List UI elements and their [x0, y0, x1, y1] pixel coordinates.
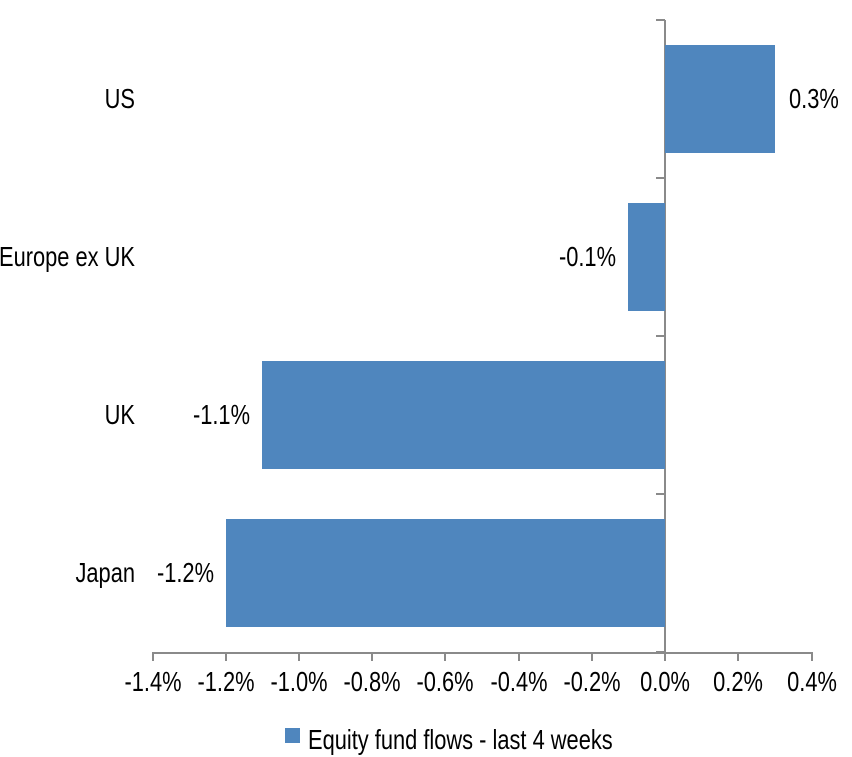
category-label-europe-ex-uk: Europe ex UK	[0, 241, 135, 272]
legend-swatch-icon	[285, 728, 300, 743]
x-tick-label: 0.0%	[640, 666, 690, 697]
category-axis-tick	[656, 19, 665, 21]
category-axis-tick	[656, 493, 665, 495]
data-label-europe-ex-uk: -0.1%	[559, 241, 617, 272]
x-axis-line	[152, 652, 813, 654]
x-axis-tick	[737, 652, 740, 661]
x-axis-tick	[224, 652, 227, 661]
x-tick-label: -0.8%	[343, 666, 401, 697]
x-axis-tick	[590, 652, 593, 661]
data-label-us: 0.3%	[788, 83, 839, 114]
value-axis-line	[664, 20, 666, 652]
category-axis-tick	[656, 335, 665, 337]
data-label-japan: -1.2%	[156, 557, 214, 588]
x-tick-label: -0.6%	[416, 666, 474, 697]
bar-uk	[262, 361, 666, 469]
x-axis-tick	[297, 652, 300, 661]
x-tick-label: 0.2%	[713, 666, 764, 697]
category-label-us: US	[104, 83, 135, 114]
x-axis-tick	[664, 652, 667, 661]
category-axis-tick	[656, 177, 665, 179]
x-tick-label: -0.2%	[563, 666, 621, 697]
bar-us	[665, 45, 775, 153]
x-tick-label: -0.4%	[490, 666, 548, 697]
x-tick-label: -1.0%	[270, 666, 328, 697]
x-axis-tick	[444, 652, 447, 661]
x-axis-tick	[151, 652, 154, 661]
x-axis-tick	[371, 652, 374, 661]
bar-europe-ex-uk	[628, 203, 666, 311]
data-label-uk: -1.1%	[193, 399, 251, 430]
x-tick-label: -1.2%	[197, 666, 255, 697]
category-label-uk: UK	[104, 399, 135, 430]
category-label-japan: Japan	[75, 557, 135, 588]
legend-label: Equity fund flows - last 4 weeks	[308, 724, 613, 755]
x-tick-label: -1.4%	[123, 666, 182, 697]
x-tick-label: 0.4%	[786, 666, 837, 697]
bar-japan	[225, 519, 666, 627]
x-axis-tick	[517, 652, 520, 661]
x-axis-tick	[810, 652, 813, 661]
